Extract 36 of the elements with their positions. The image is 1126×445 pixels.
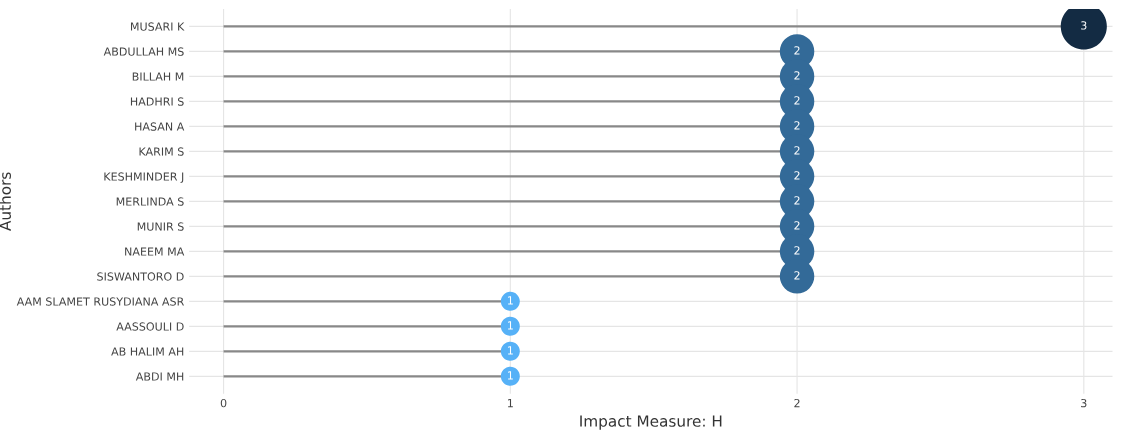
data-label: 2 bbox=[794, 71, 800, 80]
data-label: 2 bbox=[794, 171, 800, 180]
y-tick-label: HADHRI S bbox=[130, 97, 184, 106]
data-label: 1 bbox=[508, 321, 513, 330]
data-label: 1 bbox=[508, 296, 513, 305]
y-tick-label: MUNIR S bbox=[137, 222, 184, 231]
y-tick-label: HASAN A bbox=[135, 122, 185, 131]
y-tick-label: ABDULLAH MS bbox=[103, 47, 184, 56]
data-label: 3 bbox=[1081, 21, 1087, 30]
data-label: 2 bbox=[794, 46, 800, 55]
y-tick-label: AASSOULI D bbox=[116, 322, 184, 331]
data-label: 1 bbox=[508, 371, 513, 380]
data-label: 2 bbox=[794, 221, 800, 230]
data-label: 1 bbox=[508, 346, 513, 355]
y-tick-label: AB HALIM AH bbox=[111, 347, 184, 356]
y-tick-label: MUSARI K bbox=[131, 22, 185, 31]
y-tick-label: KESHMINDER J bbox=[104, 172, 184, 183]
y-tick-label: KARIM S bbox=[139, 147, 184, 156]
y-tick-label: SISWANTORO D bbox=[97, 272, 184, 281]
y-tick-label: NAEEM MA bbox=[125, 247, 185, 256]
data-label: 2 bbox=[794, 246, 800, 255]
x-tick-label: 1 bbox=[508, 399, 513, 408]
data-label: 2 bbox=[794, 146, 800, 155]
x-tick-label: 0 bbox=[220, 398, 227, 408]
y-tick-label: ABDI MH bbox=[135, 372, 184, 381]
y-tick-label: AAM SLAMET RUSYDIANA ASR bbox=[16, 297, 184, 306]
y-tick-label: BILLAH M bbox=[132, 72, 184, 81]
data-label: 2 bbox=[794, 121, 800, 130]
x-tick-label: 2 bbox=[794, 398, 800, 408]
data-label: 2 bbox=[794, 96, 800, 105]
y-axis-title: Authors bbox=[0, 172, 11, 231]
data-label: 2 bbox=[794, 271, 800, 280]
x-axis-title: Impact Measure: H bbox=[580, 415, 722, 430]
y-tick-label: MERLINDA S bbox=[116, 197, 184, 206]
x-tick-label: 3 bbox=[1081, 398, 1087, 408]
data-label: 2 bbox=[794, 196, 800, 205]
